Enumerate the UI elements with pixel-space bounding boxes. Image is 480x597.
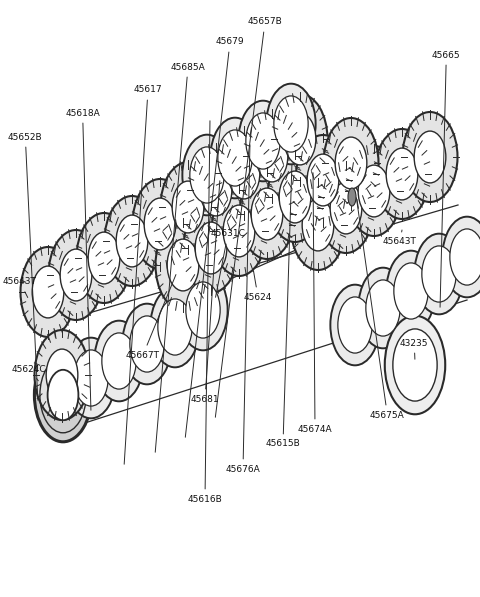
Ellipse shape <box>239 101 288 181</box>
Ellipse shape <box>266 84 316 164</box>
Ellipse shape <box>116 215 148 267</box>
Ellipse shape <box>290 180 346 270</box>
Ellipse shape <box>172 181 204 233</box>
Ellipse shape <box>414 233 464 314</box>
Ellipse shape <box>189 145 243 235</box>
Text: 45675A: 45675A <box>356 198 405 420</box>
Ellipse shape <box>190 147 224 203</box>
Ellipse shape <box>348 188 356 206</box>
Ellipse shape <box>307 154 339 206</box>
Ellipse shape <box>158 299 192 355</box>
Ellipse shape <box>179 270 228 350</box>
Ellipse shape <box>394 263 428 319</box>
Ellipse shape <box>347 146 401 236</box>
Ellipse shape <box>132 179 188 269</box>
Text: 45679: 45679 <box>185 38 244 437</box>
Ellipse shape <box>251 188 283 240</box>
Ellipse shape <box>403 112 457 202</box>
Ellipse shape <box>76 213 132 303</box>
Ellipse shape <box>256 130 288 182</box>
Ellipse shape <box>46 349 78 401</box>
Ellipse shape <box>48 230 104 320</box>
Ellipse shape <box>66 338 116 418</box>
Ellipse shape <box>156 220 211 310</box>
Ellipse shape <box>240 169 295 259</box>
Ellipse shape <box>414 131 446 183</box>
Ellipse shape <box>35 330 89 420</box>
Ellipse shape <box>130 316 164 372</box>
Ellipse shape <box>284 113 316 165</box>
Ellipse shape <box>335 137 367 189</box>
Ellipse shape <box>358 165 390 217</box>
Ellipse shape <box>385 316 445 414</box>
Text: 45617: 45617 <box>124 85 162 464</box>
Ellipse shape <box>393 329 437 401</box>
Ellipse shape <box>386 148 418 200</box>
Text: 45624: 45624 <box>244 270 272 301</box>
Ellipse shape <box>74 350 108 406</box>
Ellipse shape <box>150 287 200 367</box>
Ellipse shape <box>223 205 255 257</box>
Ellipse shape <box>330 285 380 365</box>
Ellipse shape <box>200 164 232 216</box>
Ellipse shape <box>267 152 323 242</box>
Ellipse shape <box>105 196 159 286</box>
Ellipse shape <box>274 96 308 152</box>
Ellipse shape <box>296 135 350 225</box>
Ellipse shape <box>183 203 239 293</box>
Text: 45615B: 45615B <box>265 165 300 448</box>
Ellipse shape <box>216 128 272 218</box>
Ellipse shape <box>246 113 280 169</box>
Ellipse shape <box>212 186 266 276</box>
Ellipse shape <box>210 118 260 198</box>
Ellipse shape <box>218 130 252 186</box>
Text: 45674A: 45674A <box>298 173 332 433</box>
Ellipse shape <box>35 348 92 442</box>
Ellipse shape <box>319 163 373 253</box>
Ellipse shape <box>21 247 75 337</box>
Ellipse shape <box>160 162 216 252</box>
Ellipse shape <box>443 217 480 297</box>
Text: 45676A: 45676A <box>226 145 260 473</box>
Ellipse shape <box>244 111 300 201</box>
Ellipse shape <box>228 147 260 199</box>
Ellipse shape <box>182 135 232 216</box>
Ellipse shape <box>48 370 78 420</box>
Text: 45624C: 45624C <box>12 365 47 381</box>
Text: 43235: 43235 <box>400 338 429 359</box>
Ellipse shape <box>186 282 220 338</box>
Ellipse shape <box>302 199 334 251</box>
Ellipse shape <box>195 222 227 274</box>
Ellipse shape <box>324 118 379 208</box>
Ellipse shape <box>422 246 456 302</box>
Ellipse shape <box>450 229 480 285</box>
Text: 45631C: 45631C <box>211 229 245 297</box>
Ellipse shape <box>88 232 120 284</box>
Ellipse shape <box>279 171 311 223</box>
Text: 45618A: 45618A <box>65 109 100 410</box>
Text: 45685A: 45685A <box>155 63 205 453</box>
Ellipse shape <box>338 297 372 353</box>
Ellipse shape <box>95 321 144 401</box>
Ellipse shape <box>273 94 327 184</box>
Text: 45652B: 45652B <box>8 133 43 400</box>
Ellipse shape <box>32 266 64 318</box>
Ellipse shape <box>60 249 92 301</box>
Ellipse shape <box>359 267 408 348</box>
Ellipse shape <box>122 304 172 384</box>
Ellipse shape <box>167 239 199 291</box>
Text: 45667T: 45667T <box>126 275 176 359</box>
Text: 45681: 45681 <box>191 181 220 404</box>
Text: 45643T: 45643T <box>383 230 417 247</box>
Ellipse shape <box>330 182 362 234</box>
Text: 45665: 45665 <box>432 51 461 307</box>
Ellipse shape <box>386 251 436 331</box>
Ellipse shape <box>366 280 400 336</box>
Ellipse shape <box>144 198 176 250</box>
Text: 45657B: 45657B <box>216 17 282 417</box>
Text: 45643T: 45643T <box>3 278 37 297</box>
Text: 45616B: 45616B <box>188 121 222 503</box>
Ellipse shape <box>374 129 430 219</box>
Ellipse shape <box>102 333 136 389</box>
